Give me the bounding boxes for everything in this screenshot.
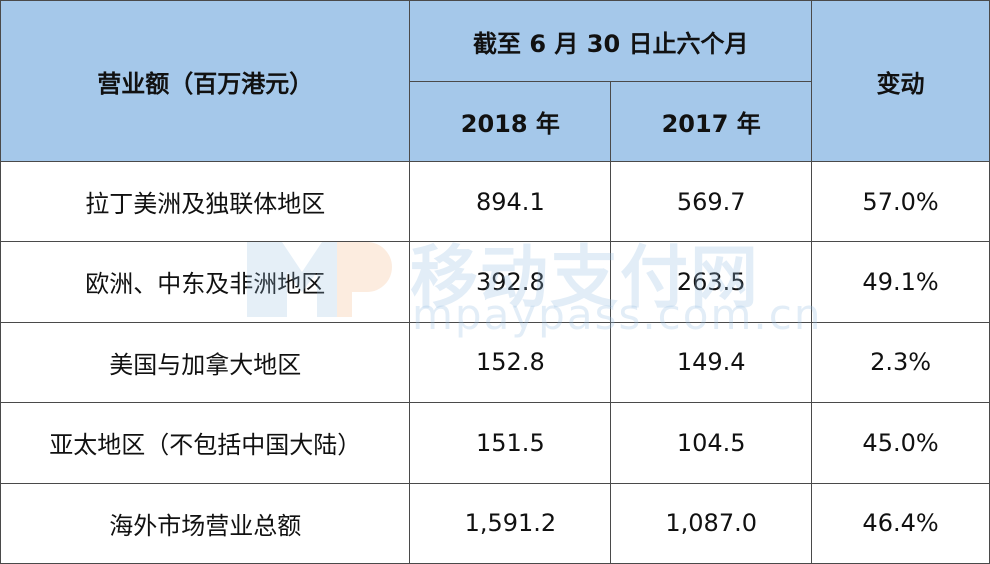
table-row: 海外市场营业总额 1,591.2 1,087.0 46.4% xyxy=(0,482,990,564)
value-2017: 149.4 xyxy=(610,321,813,403)
value-2017: 263.5 xyxy=(610,241,813,323)
table-body: 拉丁美洲及独联体地区 894.1 569.7 57.0% 欧洲、中东及非洲地区 392.8… xyxy=(0,161,990,564)
region: 欧洲、中东及非洲地区 xyxy=(0,241,411,323)
change: 57.0% xyxy=(811,161,990,242)
value-2018: 894.1 xyxy=(409,161,612,242)
header-change: 变动 xyxy=(811,0,990,162)
value-2018: 392.8 xyxy=(409,241,612,323)
region: 海外市场营业总额 xyxy=(0,482,411,564)
value-2018: 1,591.2 xyxy=(409,482,612,564)
table-row: 欧洲、中东及非洲地区 392.8 263.5 49.1% xyxy=(0,241,990,323)
value-2017: 1,087.0 xyxy=(610,482,813,564)
table-row: 拉丁美洲及独联体地区 894.1 569.7 57.0% xyxy=(0,161,990,242)
header-period: 截至 6 月 30 日止六个月 xyxy=(409,0,813,82)
value-2018: 151.5 xyxy=(409,402,612,484)
header-year: 2017 年 xyxy=(610,81,813,162)
header-year: 2018 年 xyxy=(409,81,612,162)
table-row: 亚太地区（不包括中国大陆） 151.5 104.5 45.0% xyxy=(0,402,990,484)
change: 2.3% xyxy=(811,321,990,403)
region: 美国与加拿大地区 xyxy=(0,321,411,403)
change: 49.1% xyxy=(811,241,990,323)
change: 45.0% xyxy=(811,402,990,484)
table-row: 美国与加拿大地区 152.8 149.4 2.3% xyxy=(0,321,990,403)
value-2018: 152.8 xyxy=(409,321,612,403)
region: 拉丁美洲及独联体地区 xyxy=(0,161,411,242)
value-2017: 569.7 xyxy=(610,161,813,242)
value-2017: 104.5 xyxy=(610,402,813,484)
header-item: 营业额（百万港元） xyxy=(0,0,411,162)
change: 46.4% xyxy=(811,482,990,564)
region: 亚太地区（不包括中国大陆） xyxy=(0,402,411,484)
